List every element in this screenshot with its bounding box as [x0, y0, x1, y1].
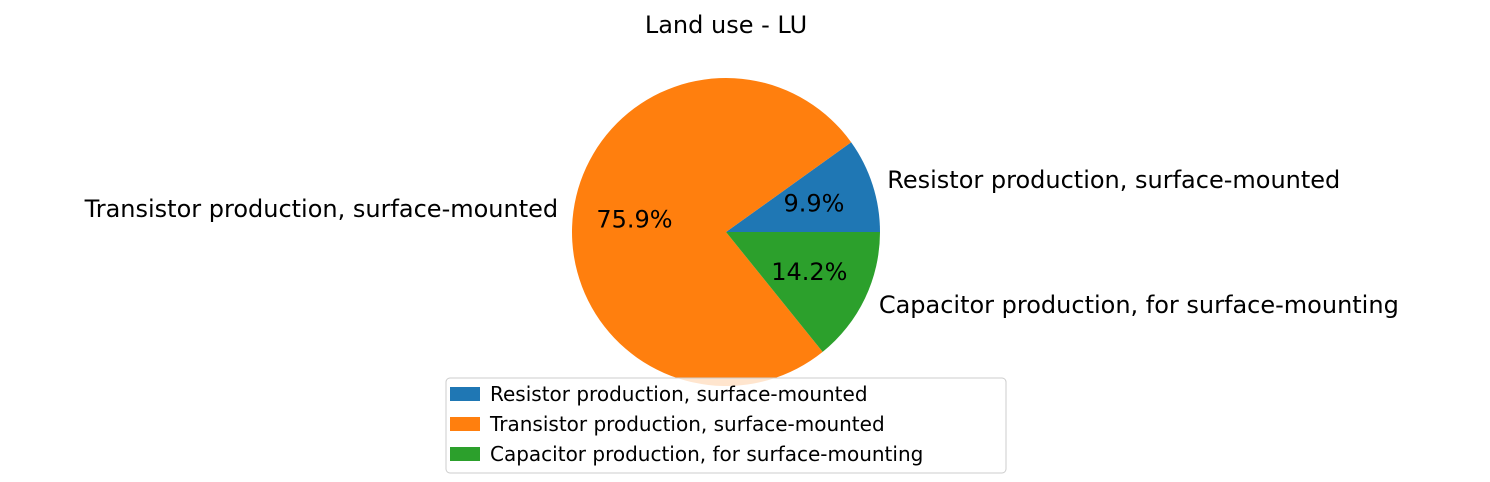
- pie-slice-2: [726, 232, 880, 352]
- legend-frame: [445, 377, 1007, 474]
- slice-label-2: Capacitor production, for surface-mounti…: [879, 291, 1399, 319]
- legend: Resistor production, surface-mounted Tran…: [445, 377, 1007, 474]
- legend-label-0: Resistor production, surface-mounted: [490, 382, 868, 406]
- legend-swatch-2: [450, 447, 480, 461]
- legend-label-2: Capacitor production, for surface-mounti…: [490, 442, 923, 466]
- slice-percent-1: 75.9%: [596, 206, 672, 234]
- slice-label-0: Resistor production, surface-mounted: [887, 166, 1340, 194]
- legend-swatch-0: [450, 387, 480, 401]
- chart-title: Land use - LU: [645, 11, 807, 39]
- pie-slice-1: [572, 78, 852, 387]
- pie-slices: [572, 78, 880, 387]
- legend-swatch-1: [450, 417, 480, 431]
- slice-label-1: Transistor production, surface-mounted: [84, 195, 559, 223]
- pie-slice-labels: Resistor production, surface-mounted Tran…: [84, 166, 1399, 319]
- legend-label-1: Transistor production, surface-mounted: [489, 412, 885, 436]
- slice-percent-2: 14.2%: [771, 258, 847, 286]
- pie-slice-0: [726, 142, 880, 232]
- slice-percent-0: 9.9%: [783, 190, 844, 218]
- pie-percent-labels: 9.9% 75.9% 14.2%: [596, 190, 847, 286]
- legend-items: Resistor production, surface-mounted Tran…: [450, 382, 923, 466]
